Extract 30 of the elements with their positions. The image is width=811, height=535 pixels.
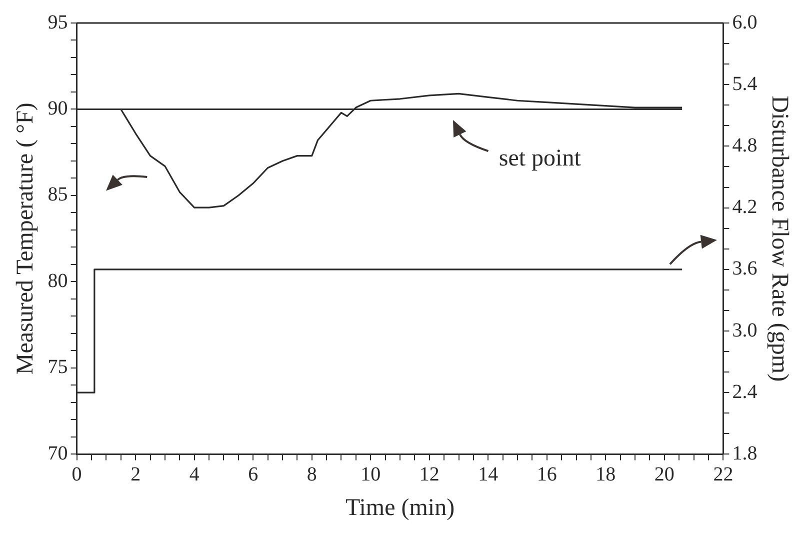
y-tick-label: 85 (48, 184, 68, 206)
y-tick-label: 95 (48, 11, 68, 34)
x-tick-label: 14 (478, 463, 498, 486)
x-tick-label: 22 (713, 463, 734, 486)
x-tick-label: 18 (596, 463, 616, 486)
x-tick-label: 4 (189, 463, 200, 486)
y2-axis-title: Disturbance Flow Rate (gpm) (766, 96, 792, 382)
y-tick-label: 90 (48, 97, 68, 120)
y2-tick-label: 3.6 (732, 258, 758, 280)
y2-tick-label: 6.0 (732, 11, 758, 34)
y-tick-label: 75 (48, 356, 68, 378)
y2-tick-label: 1.8 (732, 442, 758, 464)
x-tick-label: 6 (248, 463, 258, 486)
annotation: set point (498, 146, 582, 172)
x-axis-title: Time (min) (345, 494, 455, 521)
y2-tick-label: 5.4 (732, 72, 758, 95)
x-tick-label: 16 (536, 463, 557, 486)
y-tick-label: 70 (48, 442, 68, 464)
x-tick-label: 20 (654, 463, 674, 486)
x-tick-label: 10 (360, 463, 381, 486)
y2-tick-label: 2.4 (732, 380, 758, 403)
y2-tick-label: 4.2 (732, 196, 758, 218)
x-tick-label: 0 (72, 463, 82, 486)
y-axis-title: Measured Temperature ( °F) (12, 102, 39, 375)
y2-tick-label: 3.0 (732, 319, 758, 342)
x-tick-label: 12 (419, 463, 440, 486)
y-tick-label: 80 (48, 270, 68, 292)
x-tick-label: 8 (306, 463, 317, 486)
y2-tick-label: 4.8 (732, 134, 758, 156)
x-tick-label: 2 (130, 463, 141, 486)
